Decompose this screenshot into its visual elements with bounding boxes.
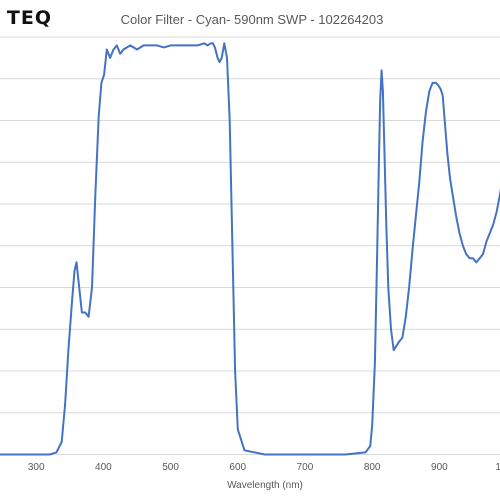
x-tick-label-600: 600 [229,462,246,473]
x-tick-label-800: 800 [364,462,381,473]
company-logo-text: TEQ [7,7,52,29]
plot-area [0,42,500,456]
x-axis-tick-labels: 300 400 500 600 700 800 900 1000 [28,462,500,473]
x-tick-label-300: 300 [28,462,45,473]
x-tick-label-1000: 1000 [495,462,500,473]
x-tick-label-900: 900 [431,462,448,473]
chart-title: Color Filter - Cyan- 590nm SWP - 1022642… [121,12,384,27]
gridlines [0,36,500,414]
x-tick-label-500: 500 [162,462,179,473]
series-line-0 [0,42,500,456]
x-tick-label-700: 700 [297,462,314,473]
x-tick-label-400: 400 [95,462,112,473]
x-axis-title: Wavelength (nm) [227,480,303,491]
